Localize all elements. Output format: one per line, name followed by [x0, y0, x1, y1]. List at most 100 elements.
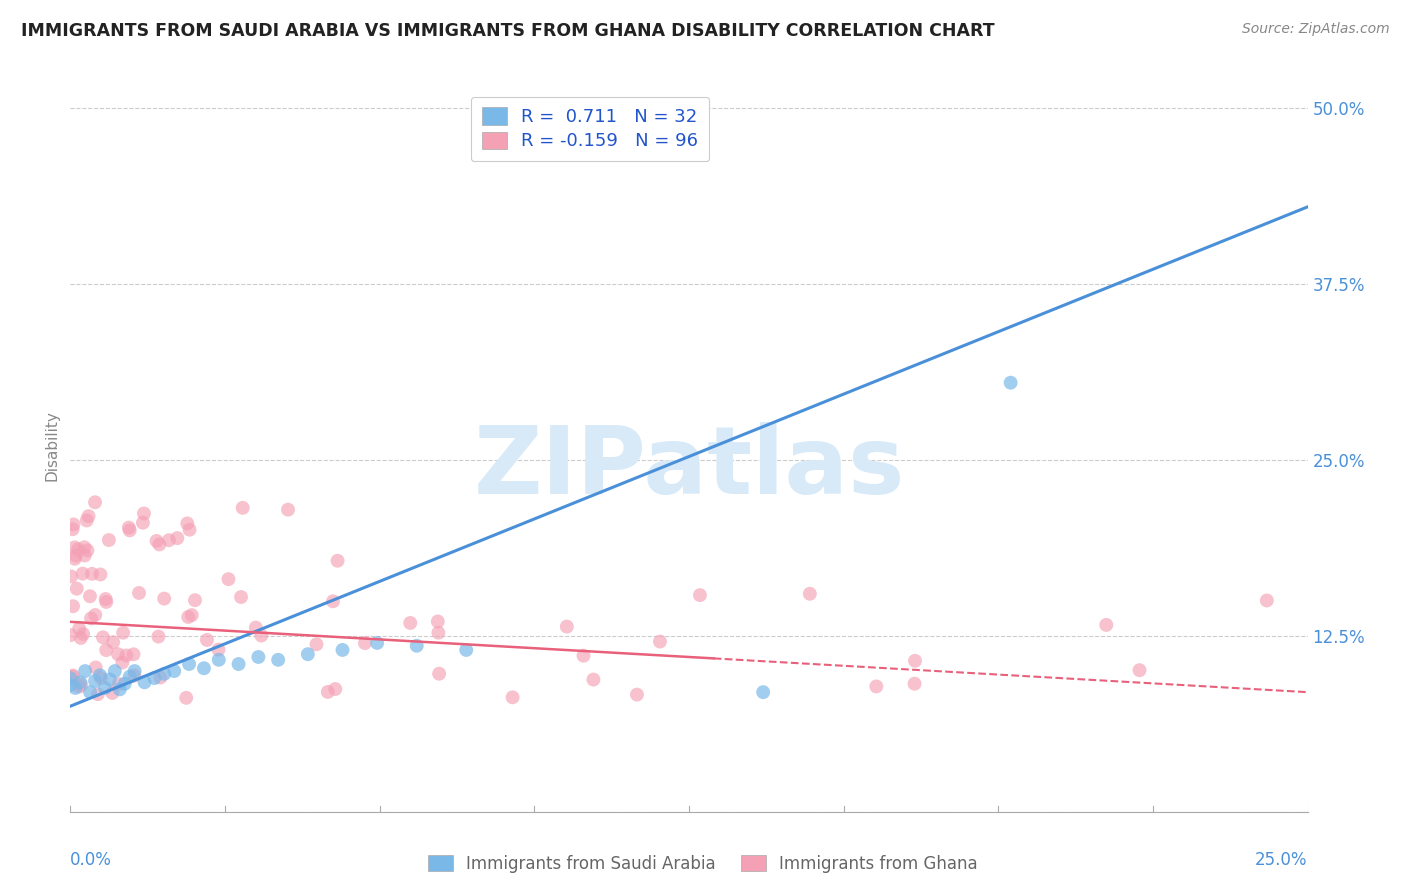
Point [427, 625, 450, 640]
Y-axis label: Disability: Disability [44, 410, 59, 482]
Text: 0.0%: 0.0% [70, 851, 112, 869]
Point [66, 582, 89, 596]
Legend: Immigrants from Saudi Arabia, Immigrants from Ghana: Immigrants from Saudi Arabia, Immigrants… [422, 848, 984, 880]
Point [118, 670, 141, 684]
Point [84, 607, 107, 622]
Point [77, 509, 100, 524]
Point [94, 681, 117, 695]
Point [65, 681, 87, 695]
Point [153, 666, 176, 681]
Point [62, 517, 84, 532]
Point [148, 630, 170, 644]
Point [323, 681, 346, 696]
Point [118, 524, 141, 538]
Point [904, 654, 927, 668]
Point [426, 615, 449, 629]
Text: ZIPatlas: ZIPatlas [474, 422, 904, 514]
Point [177, 610, 200, 624]
Point [326, 554, 349, 568]
Point [62, 522, 84, 536]
Point [112, 625, 135, 640]
Point [195, 632, 218, 647]
Point [297, 647, 319, 661]
Point [101, 635, 124, 649]
Point [87, 687, 110, 701]
Point [76, 513, 98, 527]
Point [101, 686, 124, 700]
Point [247, 650, 270, 665]
Point [62, 669, 84, 683]
Point [97, 533, 120, 547]
Point [132, 516, 155, 530]
Point [366, 636, 388, 650]
Point [59, 628, 82, 642]
Point [67, 622, 90, 636]
Point [80, 611, 103, 625]
Point [124, 668, 146, 682]
Point [132, 507, 155, 521]
Point [232, 500, 254, 515]
Point [207, 642, 229, 657]
Point [59, 671, 82, 685]
Point [228, 657, 250, 671]
Point [229, 590, 252, 604]
Point [59, 678, 82, 692]
Point [752, 685, 775, 699]
Point [208, 653, 231, 667]
Point [115, 648, 138, 663]
Point [502, 690, 524, 705]
Point [626, 688, 648, 702]
Point [180, 608, 202, 623]
Point [405, 639, 427, 653]
Point [145, 533, 167, 548]
Point [62, 668, 84, 682]
Point [107, 677, 129, 691]
Point [354, 636, 377, 650]
Point [114, 677, 136, 691]
Point [60, 569, 83, 583]
Point [332, 643, 354, 657]
Point [94, 592, 117, 607]
Point [277, 502, 299, 516]
Point [96, 643, 118, 657]
Point [166, 531, 188, 545]
Point [799, 587, 821, 601]
Point [322, 594, 344, 608]
Point [65, 549, 87, 563]
Point [73, 541, 96, 555]
Point [69, 631, 91, 645]
Point [96, 595, 118, 609]
Point [84, 660, 107, 674]
Point [89, 668, 111, 682]
Point [903, 676, 925, 690]
Point [305, 637, 328, 651]
Point [1256, 593, 1278, 607]
Point [572, 648, 595, 663]
Point [184, 593, 207, 607]
Text: Source: ZipAtlas.com: Source: ZipAtlas.com [1241, 22, 1389, 37]
Text: IMMIGRANTS FROM SAUDI ARABIA VS IMMIGRANTS FROM GHANA DISABILITY CORRELATION CHA: IMMIGRANTS FROM SAUDI ARABIA VS IMMIGRAN… [21, 22, 994, 40]
Point [118, 520, 141, 534]
Point [84, 495, 107, 509]
Point [63, 551, 86, 566]
Point [1000, 376, 1022, 390]
Point [316, 685, 339, 699]
Point [107, 647, 129, 661]
Point [149, 671, 172, 685]
Point [689, 588, 711, 602]
Point [98, 673, 121, 687]
Point [70, 677, 93, 691]
Point [73, 549, 96, 563]
Point [72, 566, 94, 581]
Point [89, 567, 111, 582]
Point [163, 664, 186, 678]
Point [250, 628, 273, 642]
Point [176, 516, 198, 531]
Text: 25.0%: 25.0% [1256, 851, 1308, 869]
Point [174, 690, 197, 705]
Point [1128, 663, 1150, 677]
Point [582, 673, 605, 687]
Point [91, 630, 114, 644]
Point [72, 627, 94, 641]
Point [67, 680, 90, 694]
